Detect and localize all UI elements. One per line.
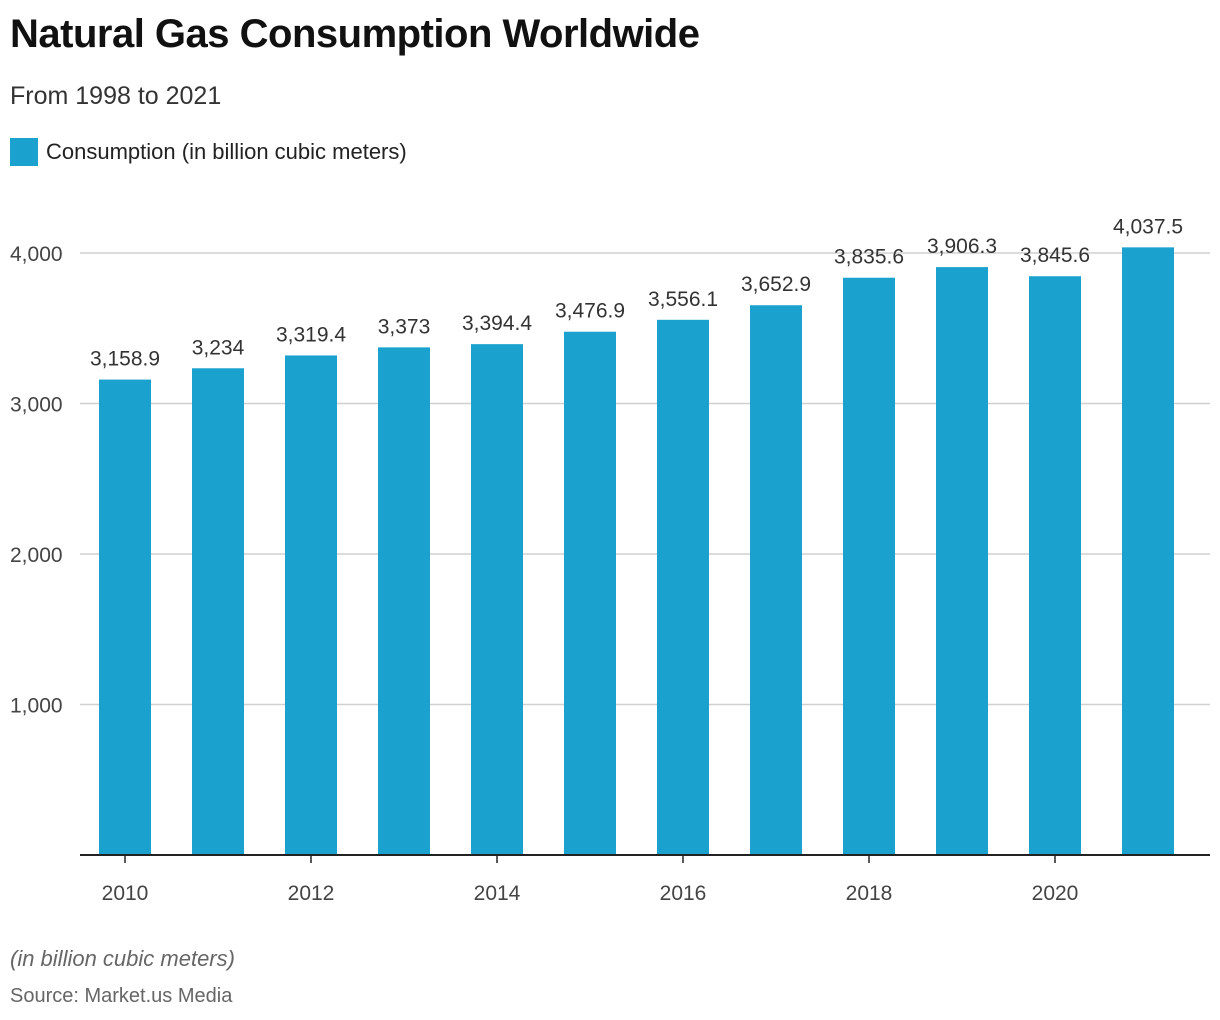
- x-tick-label: 2016: [660, 882, 707, 905]
- bar: [285, 355, 337, 855]
- bar: [936, 267, 988, 856]
- bar: [378, 347, 430, 855]
- x-tick-label: 2010: [102, 882, 149, 905]
- chart-title: Natural Gas Consumption Worldwide: [10, 12, 700, 56]
- data-label: 3,556.1: [648, 288, 718, 311]
- y-tick-label: 4,000: [10, 243, 63, 266]
- y-tick-label: 2,000: [10, 544, 63, 567]
- data-label: 3,158.9: [90, 348, 160, 371]
- data-label: 3,652.9: [741, 273, 811, 296]
- legend-swatch: [10, 138, 38, 166]
- x-tick-label: 2018: [846, 882, 893, 905]
- data-label: 3,373: [378, 315, 431, 338]
- data-label: 3,906.3: [927, 235, 997, 258]
- bar-chart: 1,000 2,000 3,000 4,000 3,158.9 3,234 3,319.4 3…: [10, 215, 1210, 905]
- bar: [1122, 247, 1174, 855]
- y-tick-label: 1,000: [10, 695, 63, 718]
- x-tick-label: 2014: [474, 882, 521, 905]
- bar: [564, 331, 616, 855]
- data-label: 3,476.9: [555, 300, 625, 323]
- legend-label: Consumption (in billion cubic meters): [46, 139, 407, 164]
- bar: [1029, 276, 1081, 856]
- data-label: 3,394.4: [462, 312, 532, 335]
- bar: [843, 277, 895, 855]
- legend: Consumption (in billion cubic meters): [10, 138, 407, 166]
- source-note: Source: Market.us Media: [10, 985, 233, 1007]
- data-label: 3,234: [192, 336, 245, 359]
- footnote: (in billion cubic meters): [10, 946, 235, 971]
- bar: [657, 319, 709, 855]
- x-tick-label: 2020: [1032, 882, 1079, 905]
- data-label: 4,037.5: [1113, 215, 1183, 238]
- y-tick-label: 3,000: [10, 394, 63, 417]
- bar: [471, 344, 523, 855]
- bar: [192, 368, 244, 855]
- data-label: 3,319.4: [276, 323, 346, 346]
- data-label: 3,835.6: [834, 246, 904, 269]
- chart-subtitle: From 1998 to 2021: [10, 82, 222, 110]
- bar: [99, 379, 151, 855]
- bar: [750, 305, 802, 856]
- data-label: 3,845.6: [1020, 244, 1090, 267]
- x-tick-label: 2012: [288, 882, 335, 905]
